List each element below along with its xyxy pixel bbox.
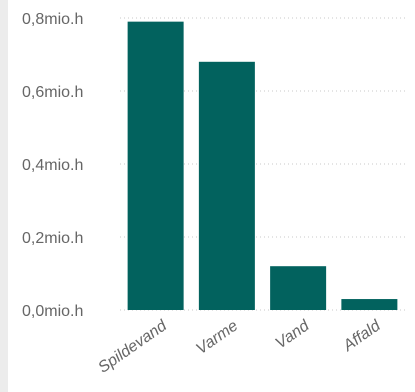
- bars: [127, 21, 398, 311]
- x-category-label: Vand: [273, 317, 314, 353]
- bar-vand[interactable]: [270, 266, 327, 310]
- y-tick-label: 0,0mio.h: [22, 303, 83, 320]
- x-axis-category-labels: Spildevand Varme Vand Affald: [95, 317, 384, 377]
- x-category-label: Affald: [340, 317, 385, 356]
- y-tick-label: 0,6mio.h: [22, 84, 83, 101]
- y-tick-label: 0,8mio.h: [22, 11, 83, 28]
- y-tick-label: 0,2mio.h: [22, 230, 83, 247]
- y-axis-tick-labels: 0,0mio.h 0,2mio.h 0,4mio.h 0,6mio.h 0,8mio.h: [22, 11, 83, 320]
- x-category-label: Spildevand: [95, 317, 171, 377]
- x-category-label: Varme: [193, 317, 241, 358]
- bar-spildevand[interactable]: [127, 21, 184, 311]
- y-tick-label: 0,4mio.h: [22, 157, 83, 174]
- bar-affald[interactable]: [341, 299, 398, 310]
- bar-varme[interactable]: [198, 61, 255, 310]
